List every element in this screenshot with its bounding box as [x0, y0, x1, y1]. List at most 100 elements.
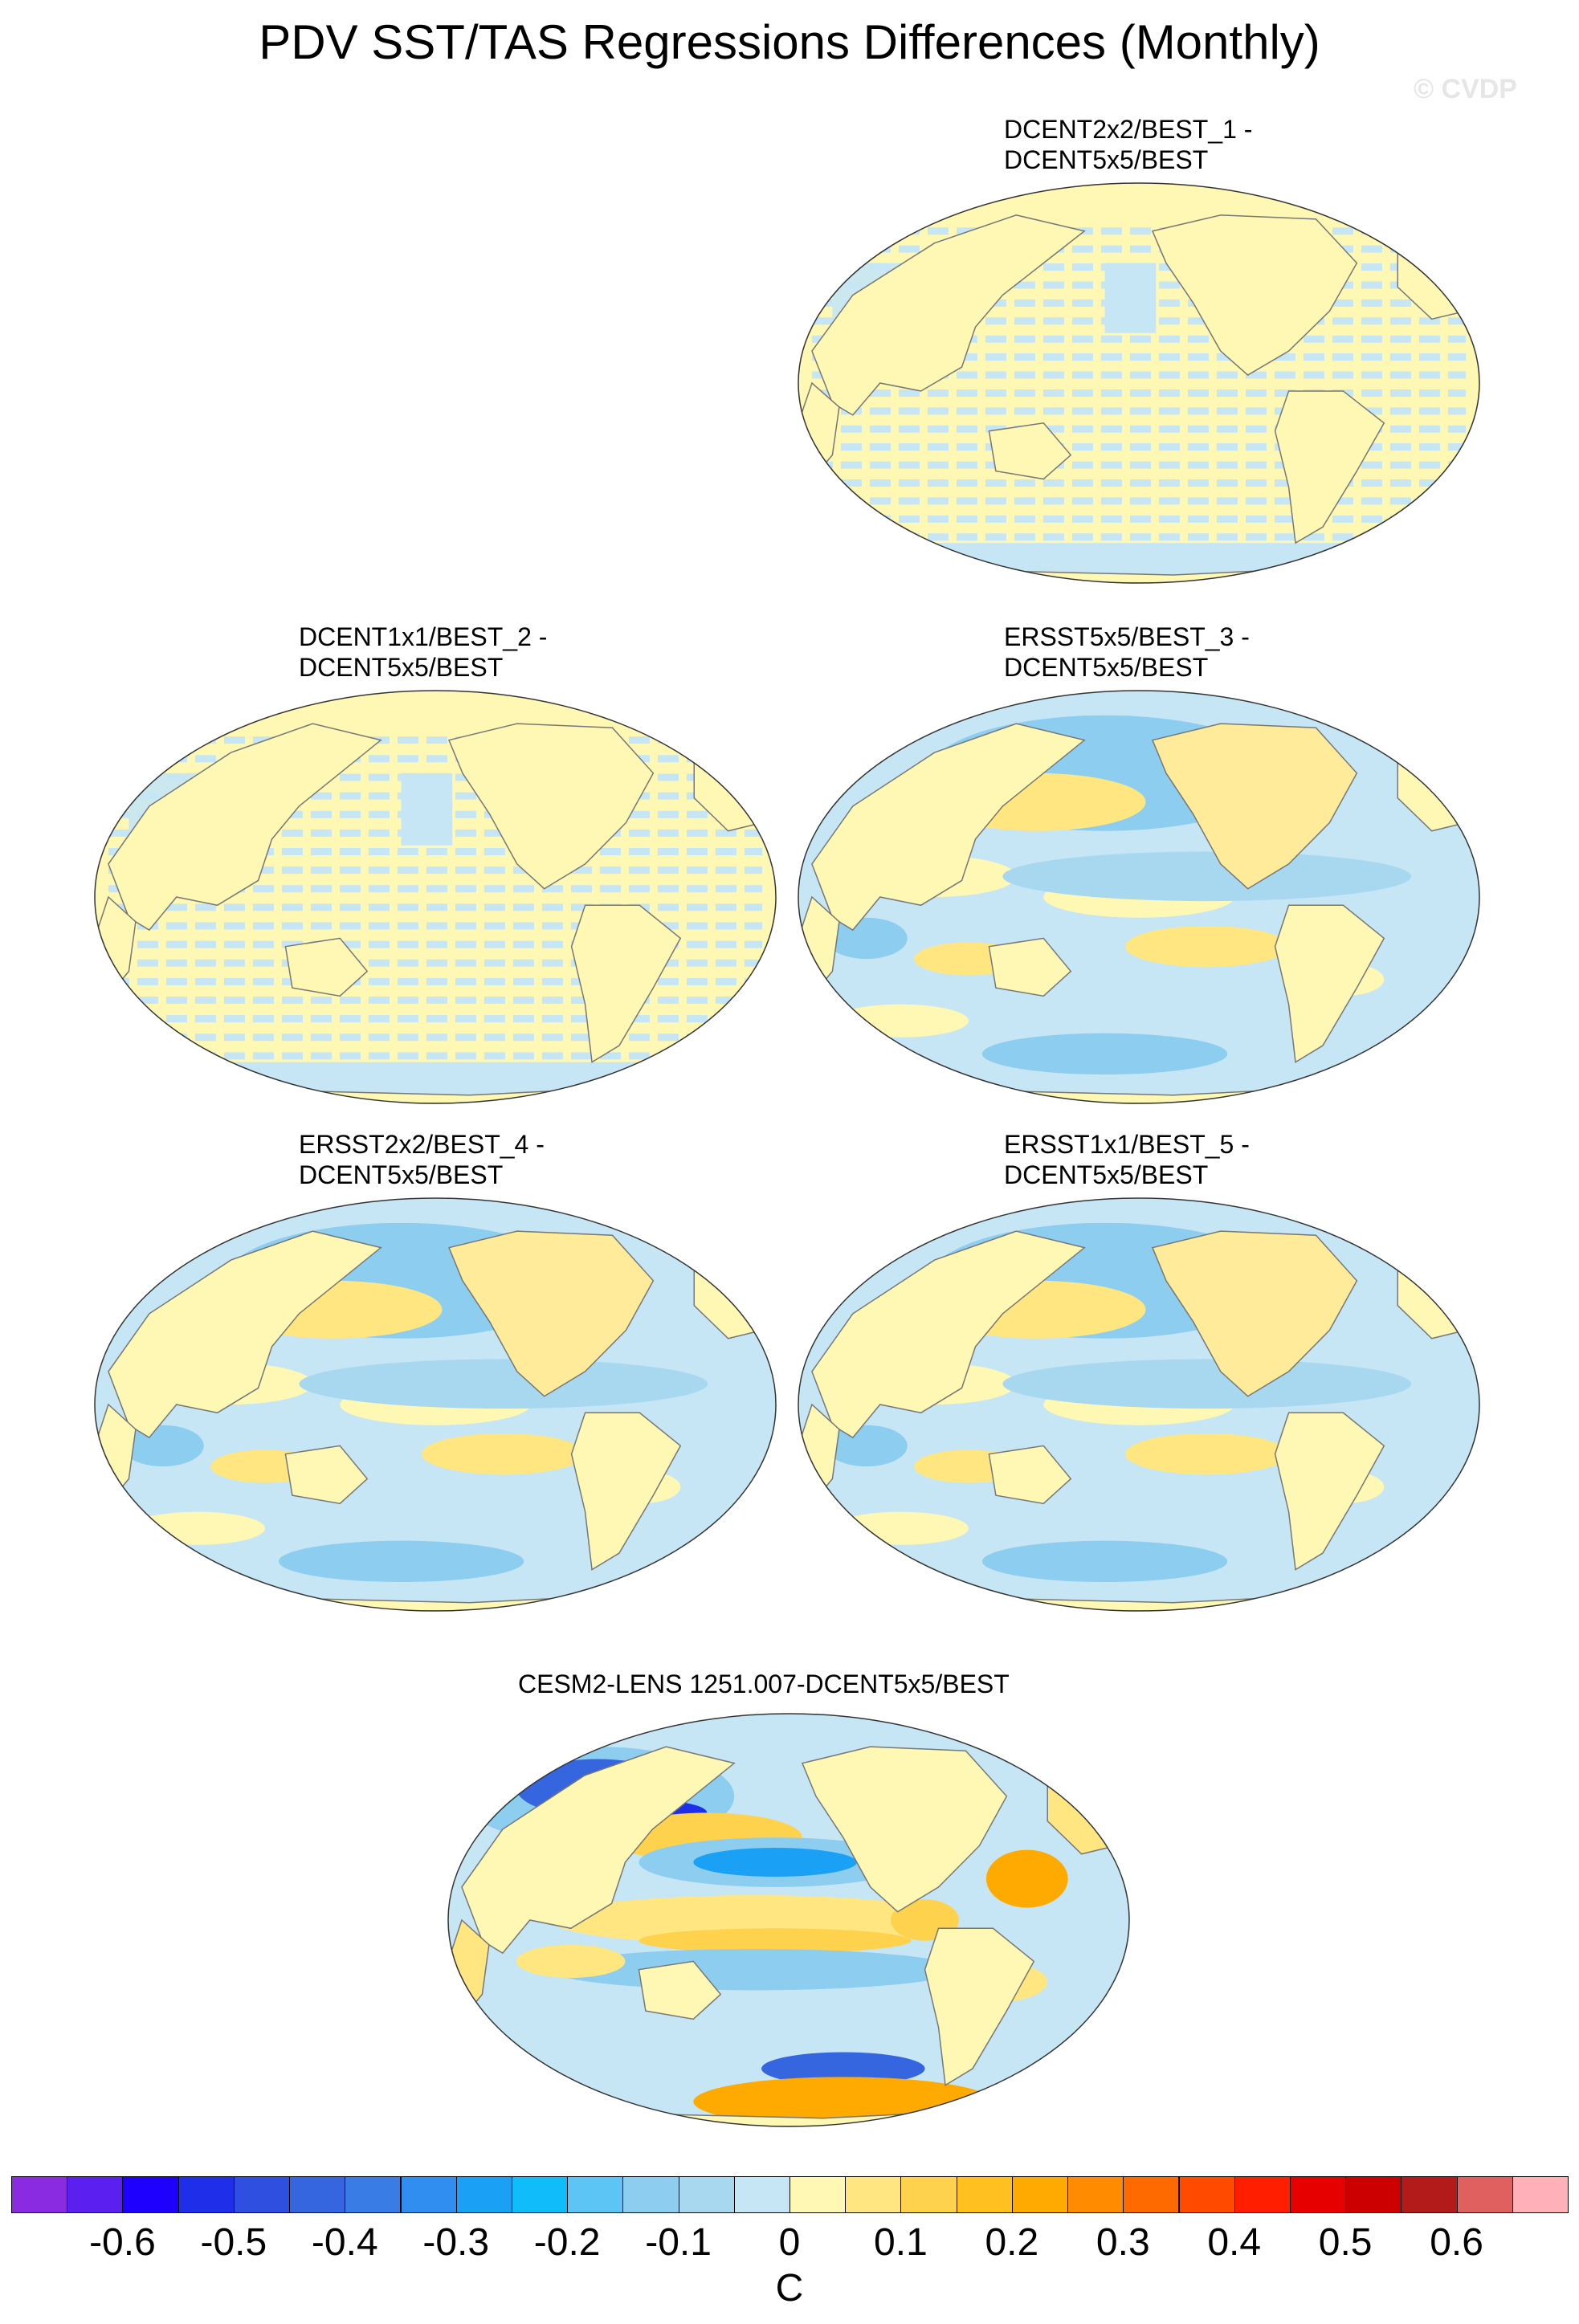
map-outline [798, 1197, 1480, 1612]
anomaly-blob [761, 2052, 925, 2085]
colorbar-box [790, 2176, 847, 2213]
colorbar-tick-label: -0.1 [645, 2221, 712, 2264]
colorbar-tick-label: -0.5 [200, 2221, 267, 2264]
colorbar-box [956, 2176, 1013, 2213]
continent-asia [811, 1230, 1086, 1439]
continent-asia [108, 1230, 382, 1439]
continent-australia [638, 1960, 722, 2020]
panel-5-title: ERSST1x1/BEST_5 - DCENT5x5/BEST [1004, 1130, 1250, 1189]
colorbar-box [1456, 2176, 1513, 2213]
colorbar-tick-label: -0.2 [533, 2221, 601, 2264]
colorbar-box [1011, 2176, 1069, 2213]
continent-samerica [924, 1927, 1035, 2086]
continent-australia [988, 1445, 1072, 1505]
colorbar-box [511, 2176, 569, 2213]
map-panel-5 [798, 1197, 1480, 1612]
colorbar-box [900, 2176, 957, 2213]
panel-3-title: ERSST5x5/BEST_3 - DCENT5x5/BEST [1004, 622, 1250, 682]
anomaly-blob [981, 1033, 1228, 1075]
continent-samerica [570, 904, 682, 1063]
anomaly-blob [1125, 925, 1289, 968]
panel-1-title: DCENT2x2/BEST_1 - DCENT5x5/BEST [1004, 115, 1253, 174]
colorbar-box [455, 2176, 512, 2213]
anomaly-blob [985, 1849, 1068, 1908]
continent-australia [988, 422, 1072, 480]
panel-4-title: ERSST2x2/BEST_4 - DCENT5x5/BEST [299, 1130, 545, 1189]
continent-namerica [447, 723, 655, 890]
colorbar-tick-label: 0.4 [1207, 2221, 1262, 2264]
colorbar-box [1123, 2176, 1180, 2213]
map-outline [94, 690, 777, 1104]
colorbar-box [1234, 2176, 1291, 2213]
continent-australia [284, 1445, 369, 1505]
anomaly-patch [401, 773, 453, 846]
watermark: © CVDP [1414, 74, 1517, 104]
anomaly-blob [981, 1540, 1228, 1583]
map-field [95, 691, 776, 1103]
colorbar-box [289, 2176, 346, 2213]
colorbar-tick-label: 0.6 [1430, 2221, 1483, 2264]
continent-asia [461, 1746, 736, 1955]
continent-samerica [1274, 1412, 1385, 1571]
map-field [95, 1198, 776, 1611]
map-outline [798, 690, 1480, 1104]
colorbar-box [67, 2176, 124, 2213]
map-field [798, 183, 1479, 583]
map-field [798, 691, 1479, 1103]
colorbar-box [678, 2176, 735, 2213]
colorbar-box [177, 2176, 235, 2213]
anomaly-patch [1104, 263, 1157, 333]
continent-namerica [801, 1746, 1008, 1913]
anomaly-blob [1002, 1359, 1412, 1409]
map-panel-4 [94, 1197, 777, 1612]
anomaly-patch [798, 543, 1479, 583]
continent-asia [811, 214, 1086, 416]
colorbar-box [400, 2176, 457, 2213]
colorbar-tick-label: 0.1 [874, 2221, 928, 2264]
colorbar-tick-label: 0 [778, 2221, 801, 2264]
colorbar-tick-label: 0.5 [1318, 2221, 1373, 2264]
anomaly-blob [516, 1944, 626, 1978]
map-field [798, 1198, 1479, 1611]
continent-namerica [447, 1230, 655, 1397]
colorbar-box [1178, 2176, 1235, 2213]
colorbar-tick-label: -0.3 [422, 2221, 490, 2264]
colorbar-tick-label: -0.4 [311, 2221, 378, 2264]
anomaly-patch [95, 1062, 776, 1103]
colorbar-box [567, 2176, 624, 2213]
colorbar-box [1345, 2176, 1402, 2213]
colorbar-units: C [775, 2267, 804, 2310]
anomaly-blob [825, 1425, 908, 1467]
map-outline [798, 182, 1480, 584]
map-panel-2 [94, 690, 777, 1104]
colorbar-tick-label: -0.6 [89, 2221, 156, 2264]
continent-asia [108, 723, 382, 932]
map-panel-1 [798, 182, 1480, 584]
continent-australia [988, 937, 1072, 997]
anomaly-blob [639, 1928, 912, 1954]
colorbar-box [122, 2176, 179, 2213]
colorbar-box [1512, 2176, 1569, 2213]
figure-title: PDV SST/TAS Regressions Differences (Mon… [259, 15, 1320, 69]
colorbar-box [622, 2176, 679, 2213]
map-outline [94, 1197, 777, 1612]
colorbar-tick-label: 0.2 [985, 2221, 1039, 2264]
map-panel-6 [447, 1713, 1130, 2127]
continent-samerica [1274, 904, 1385, 1063]
continent-asia [811, 723, 1086, 932]
colorbar-box [1289, 2176, 1347, 2213]
continent-samerica [570, 1412, 682, 1571]
continent-namerica [1151, 214, 1358, 376]
anomaly-blob [278, 1540, 524, 1583]
anomaly-blob [299, 1359, 708, 1409]
colorbar-tick-label: 0.3 [1096, 2221, 1150, 2264]
map-outline [447, 1713, 1130, 2127]
anomaly-blob [693, 1848, 857, 1878]
colorbar-box [845, 2176, 902, 2213]
anomaly-blob [825, 917, 908, 960]
anomaly-blob [1002, 851, 1412, 902]
colorbar-box [1067, 2176, 1124, 2213]
colorbar [11, 2176, 1569, 2215]
continent-samerica [1274, 390, 1385, 544]
anomaly-blob [121, 1425, 204, 1467]
